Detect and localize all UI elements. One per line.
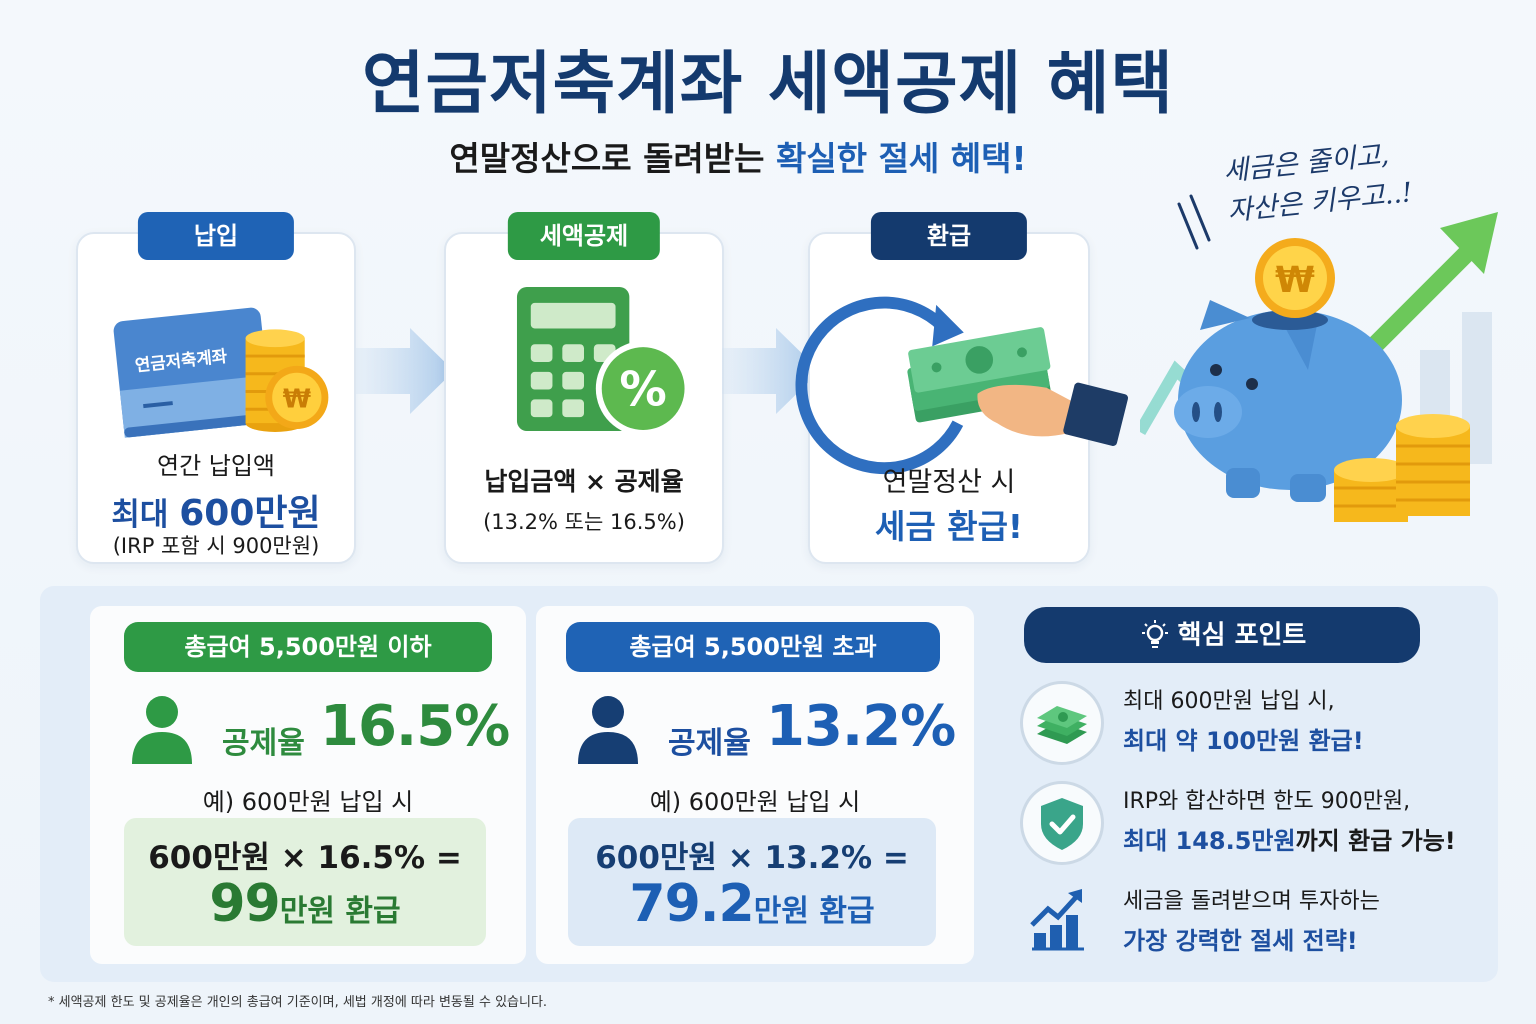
formula-label: 납입금액 × 공제율 (484, 467, 684, 496)
subtitle-highlight: 확실한 절세 혜택! (776, 139, 1027, 178)
step-card-payment: 납입 연금저축계좌 ₩ 연간 납입액 최대 600만원 (IRP 포함 시 90… (76, 212, 356, 564)
example-label: 예) 600만원 납입 시 (649, 788, 861, 816)
subtitle-plain: 연말정산으로 돌려받는 (449, 139, 776, 178)
formula: 600만원 × 13.2% = (595, 840, 909, 876)
calculator-percent-illustration: % (516, 287, 691, 436)
step-card-refund: 환급 연말정산 시 세금 환급! (795, 212, 1129, 564)
refund-amount: 99 (209, 874, 280, 934)
key-point-line-1: 세금을 돌려받으며 투자하는 (1123, 889, 1380, 914)
step-badge-tax-credit: 세액공제 (507, 212, 661, 260)
key-point-line-1: 최대 600만원 납입 시, (1123, 689, 1335, 714)
income-badge-high: 총급여 5,500만원 초과 (566, 622, 940, 672)
step-card-tax-credit: 세액공제 % 납입금액 × 공제율 (13.2% 또는 16.5%) (444, 212, 724, 564)
refund-amount: 79.2 (629, 874, 754, 934)
income-badge-low: 총급여 5,500만원 이하 (124, 622, 492, 672)
irp-note: (IRP 포함 시 900만원) (112, 534, 320, 558)
formula: 600만원 × 16.5% = (148, 840, 462, 876)
key-points-header: 핵심 포인트 (1024, 607, 1420, 663)
svg-text:₩: ₩ (1275, 260, 1315, 301)
key-point-line-2: 가장 강력한 절세 전략! (1123, 927, 1358, 955)
annual-payment-label: 연간 납입액 (156, 452, 276, 480)
refund-result: 79.2만원 환급 (629, 874, 875, 934)
svg-text:%: % (619, 362, 666, 417)
page-title: 연금저축계좌 세액공제 혜택 (361, 45, 1175, 124)
max-payment: 최대 600만원 (111, 493, 321, 534)
piggy-bank-illustration: ₩ (1140, 212, 1498, 522)
lightbulb-icon (1141, 619, 1168, 648)
key-point-line-2: 최대 약 100만원 환급! (1123, 727, 1364, 755)
step-badge-refund: 환급 (870, 212, 1028, 260)
calc-box-low: 600만원 × 16.5% = 99만원 환급 (124, 818, 486, 946)
refund-hand-money-illustration (795, 296, 1129, 475)
svg-text:₩: ₩ (283, 384, 311, 414)
page-subtitle: 연말정산으로 돌려받는 확실한 절세 혜택! (0, 132, 1476, 180)
refund-result: 99만원 환급 (209, 874, 401, 934)
rate-options: (13.2% 또는 16.5%) (483, 510, 685, 534)
rate-value: 13.2% (766, 694, 956, 759)
example-label: 예) 600만원 납입 시 (202, 788, 414, 816)
key-point-line-1: IRP와 합산하면 한도 900만원, (1123, 789, 1411, 814)
key-points-title: 핵심 포인트 (1177, 620, 1307, 651)
key-point-item: 최대 600만원 납입 시, 최대 약 100만원 환급! (1020, 681, 1490, 765)
money-stack-icon (1037, 706, 1087, 744)
flow-arrow-icon (722, 328, 820, 414)
pension-card-illustration: 연금저축계좌 ₩ (113, 307, 329, 438)
calc-box-high: 600만원 × 13.2% = 79.2만원 환급 (568, 818, 936, 946)
rate-line-low: 공제율 16.5% (130, 688, 510, 768)
rate-label: 공제율 (222, 726, 305, 761)
rate-card-low-income: 총급여 5,500만원 이하 공제율 16.5% 예) 600만원 납입 시 6… (90, 606, 526, 964)
rate-label: 공제율 (668, 726, 751, 761)
flow-arrow-icon (356, 328, 454, 414)
growth-chart-icon (1030, 889, 1084, 951)
year-end-settlement-label: 연말정산 시 (882, 467, 1016, 498)
person-icon (132, 696, 192, 764)
rate-value: 16.5% (320, 694, 510, 759)
emphasis-lines-icon (1177, 194, 1211, 250)
footnote: * 세액공제 한도 및 공제율은 개인의 총급여 기준이며, 세법 개정에 따라… (48, 995, 548, 1010)
tax-refund-label: 세금 환급! (875, 507, 1023, 546)
key-point-line-2: 최대 148.5만원까지 환급 가능! (1123, 827, 1456, 855)
key-point-item: 세금을 돌려받으며 투자하는 가장 강력한 절세 전략! (1020, 881, 1490, 965)
shield-check-icon (1041, 798, 1083, 850)
rate-line-high: 공제율 13.2% (576, 688, 956, 768)
step-badge-payment: 납입 (137, 212, 295, 260)
max-payment-value: 600만원 (179, 493, 321, 534)
person-icon (578, 696, 638, 764)
key-point-item: IRP와 합산하면 한도 900만원, 최대 148.5만원까지 환급 가능! (1020, 781, 1490, 865)
rate-card-high-income: 총급여 5,500만원 초과 공제율 13.2% 예) 600만원 납입 시 6… (536, 606, 974, 964)
